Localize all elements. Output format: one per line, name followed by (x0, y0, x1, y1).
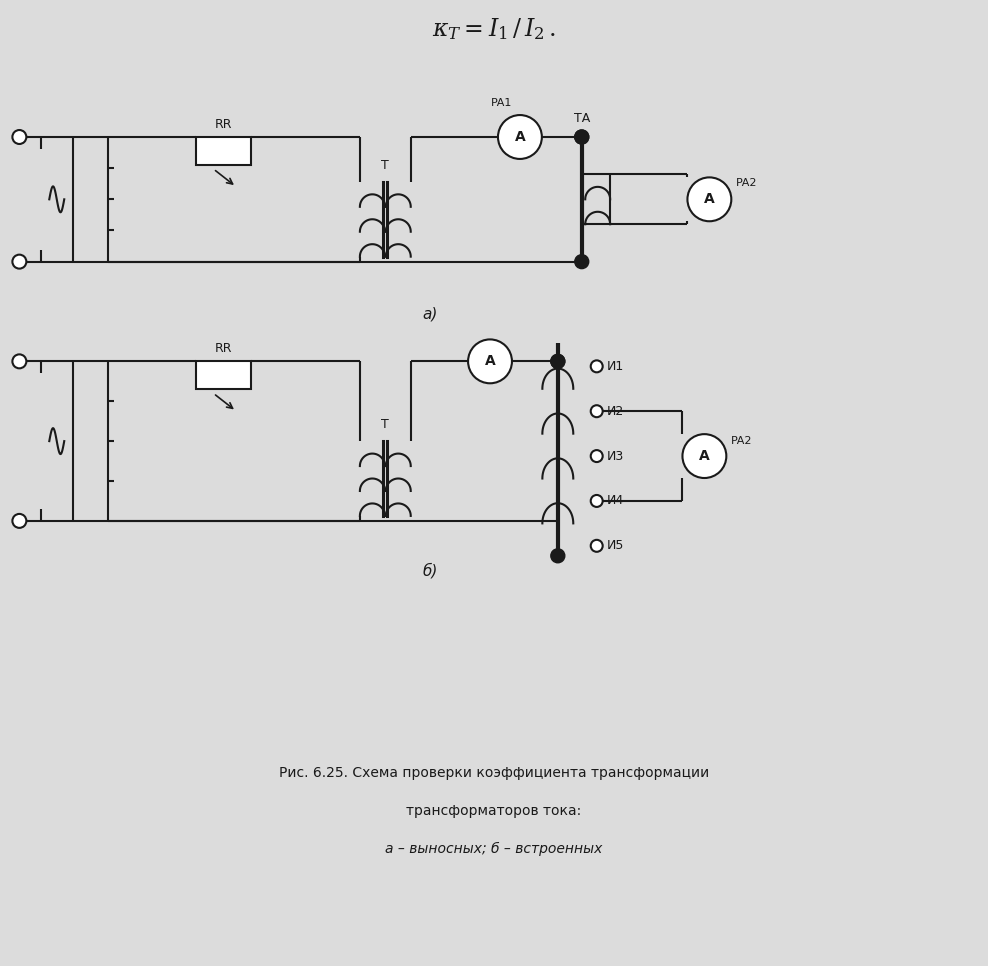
Text: RR: RR (214, 342, 232, 355)
Text: T: T (381, 158, 389, 172)
Text: ТА: ТА (574, 112, 590, 125)
Text: а): а) (423, 306, 438, 322)
Text: RR: RR (214, 118, 232, 131)
Circle shape (683, 434, 726, 478)
Circle shape (591, 450, 603, 462)
Circle shape (13, 355, 27, 368)
Text: И4: И4 (607, 495, 624, 507)
Circle shape (591, 495, 603, 507)
Circle shape (688, 178, 731, 221)
Circle shape (551, 549, 565, 563)
Bar (196, 137, 251, 165)
Text: A: A (704, 192, 714, 207)
Circle shape (591, 360, 603, 372)
Text: РА1: РА1 (491, 99, 513, 108)
Text: A: A (515, 130, 526, 144)
Circle shape (591, 540, 603, 552)
Circle shape (13, 255, 27, 269)
Text: A: A (485, 355, 495, 368)
Text: И2: И2 (607, 405, 624, 417)
Circle shape (551, 355, 565, 368)
Text: РА2: РА2 (731, 436, 753, 446)
Circle shape (13, 514, 27, 527)
Text: б): б) (423, 563, 438, 579)
Circle shape (575, 130, 589, 144)
Text: И1: И1 (607, 360, 624, 373)
Circle shape (13, 130, 27, 144)
Text: Рис. 6.25. Схема проверки коэффициента трансформации: Рис. 6.25. Схема проверки коэффициента т… (279, 766, 709, 781)
Text: трансформаторов тока:: трансформаторов тока: (406, 804, 582, 818)
Text: И5: И5 (607, 539, 624, 553)
Circle shape (468, 339, 512, 384)
Text: РА2: РА2 (736, 179, 758, 188)
Text: а – выносных; б – встроенных: а – выносных; б – встроенных (385, 841, 603, 856)
Text: T: T (381, 418, 389, 431)
Text: A: A (700, 449, 709, 463)
Circle shape (575, 255, 589, 269)
Text: И3: И3 (607, 449, 624, 463)
Bar (196, 361, 251, 389)
Circle shape (575, 130, 589, 144)
Circle shape (551, 355, 565, 368)
Text: $\kappa_T = I_1\,/\,I_2\,.$: $\kappa_T = I_1\,/\,I_2\,.$ (432, 16, 556, 43)
Circle shape (591, 405, 603, 417)
Circle shape (498, 115, 541, 159)
